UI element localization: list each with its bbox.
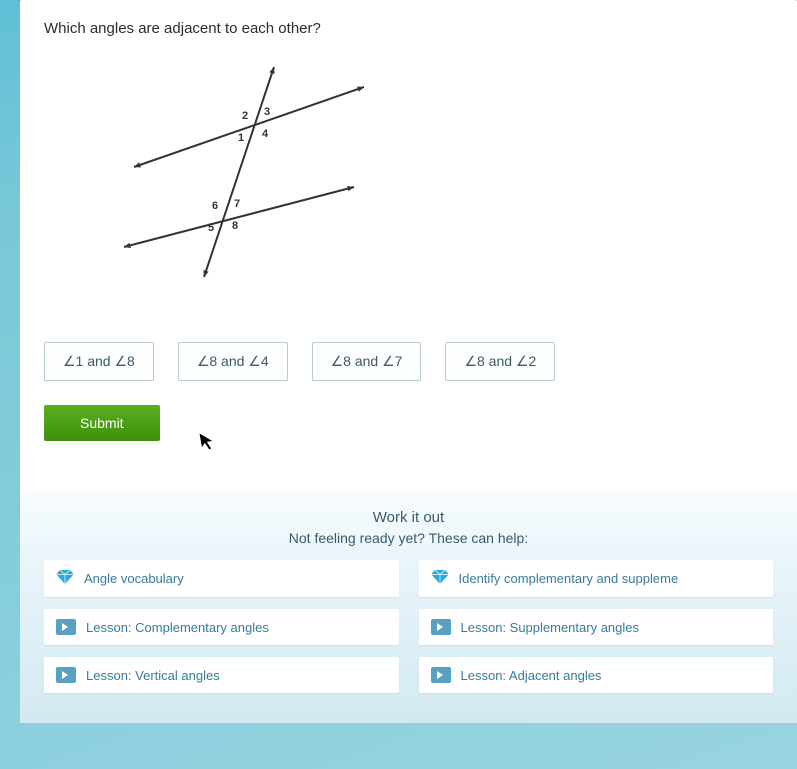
video-icon	[431, 667, 451, 683]
workout-heading: Work it out	[44, 509, 773, 526]
answer-choices-row: ∠1 and ∠8 ∠8 and ∠4 ∠8 and ∠7 ∠8 and ∠2	[44, 342, 773, 381]
submit-button[interactable]: Submit	[44, 405, 160, 441]
answer-choice-2[interactable]: ∠8 and ∠4	[178, 342, 288, 381]
angle-label-6: 6	[212, 200, 218, 212]
help-link-4[interactable]: Lesson: Supplementary angles	[419, 609, 774, 645]
gem-icon	[56, 570, 74, 587]
help-link-label: Lesson: Adjacent angles	[461, 668, 602, 683]
video-icon	[431, 619, 451, 635]
angle-label-7: 7	[234, 198, 240, 210]
angle-label-1: 1	[238, 132, 244, 144]
help-link-6[interactable]: Lesson: Adjacent angles	[419, 657, 774, 693]
question-text: Which angles are adjacent to each other?	[44, 20, 773, 37]
help-link-1[interactable]: Angle vocabulary	[44, 560, 399, 597]
mouse-cursor-icon	[198, 429, 221, 460]
answer-choice-3[interactable]: ∠8 and ∠7	[312, 342, 422, 381]
help-link-2[interactable]: Identify complementary and suppleme	[419, 560, 774, 597]
help-link-5[interactable]: Lesson: Vertical angles	[44, 657, 399, 693]
angle-label-2: 2	[242, 110, 248, 122]
workout-subheading: Not feeling ready yet? These can help:	[44, 530, 773, 546]
help-link-label: Identify complementary and suppleme	[459, 571, 679, 586]
help-link-label: Lesson: Supplementary angles	[461, 620, 640, 635]
gem-icon	[431, 570, 449, 587]
work-it-out-panel: Work it out Not feeling ready yet? These…	[20, 491, 797, 723]
help-link-label: Angle vocabulary	[84, 571, 184, 586]
angle-label-4: 4	[262, 128, 269, 140]
video-icon	[56, 619, 76, 635]
help-link-label: Lesson: Complementary angles	[86, 620, 269, 635]
question-card: Which angles are adjacent to each other?…	[20, 0, 797, 723]
help-links-grid: Angle vocabulary Identify complementary a…	[44, 560, 773, 693]
angle-diagram: 2 3 1 4 6 7 5 8	[104, 57, 773, 302]
answer-choice-4[interactable]: ∠8 and ∠2	[445, 342, 555, 381]
angle-label-8: 8	[232, 220, 238, 232]
help-link-3[interactable]: Lesson: Complementary angles	[44, 609, 399, 645]
angle-label-5: 5	[208, 222, 214, 234]
video-icon	[56, 667, 76, 683]
angle-label-3: 3	[264, 106, 270, 118]
answer-choice-1[interactable]: ∠1 and ∠8	[44, 342, 154, 381]
help-link-label: Lesson: Vertical angles	[86, 668, 220, 683]
